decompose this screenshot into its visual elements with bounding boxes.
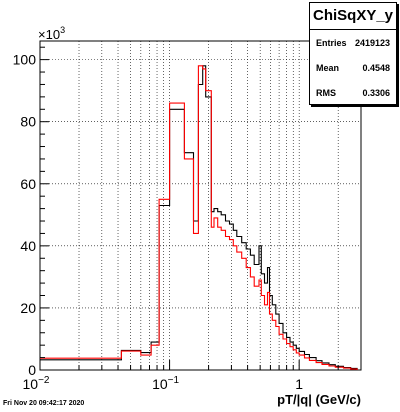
- stats-row-entries: Entries 2419123: [310, 30, 396, 55]
- stats-row-mean: Mean 0.4548: [310, 55, 396, 80]
- stats-row-rms: RMS 0.3306: [310, 80, 396, 105]
- axis-ticks: 0 20 40 60 80 100 10−2 10−1 1: [13, 46, 362, 392]
- y-tick-label: 40: [20, 238, 36, 254]
- y-tick-label: 0: [28, 362, 36, 378]
- stats-value: 2419123: [354, 38, 390, 48]
- stats-title: ChiSqXY_y: [310, 3, 396, 30]
- histogram-series: [40, 65, 358, 370]
- x-tick-label: 10−1: [152, 375, 179, 392]
- stats-value: 0.3306: [362, 88, 390, 98]
- stats-key: Entries: [316, 38, 347, 48]
- x-axis-label: pT/|q| (GeV/c): [277, 392, 361, 407]
- stats-box: ChiSqXY_y Entries 2419123 Mean 0.4548 RM…: [309, 2, 397, 105]
- y-tick-label: 20: [20, 300, 36, 316]
- y-multiplier-label: ×103: [38, 25, 65, 42]
- grid-lines: [39, 41, 362, 370]
- y-tick-label: 60: [20, 176, 36, 192]
- timestamp-footer: Fri Nov 20 09:42:17 2020: [3, 400, 85, 407]
- stats-value: 0.4548: [362, 63, 390, 73]
- x-tick-label: 1: [295, 376, 303, 392]
- histogram-line-red: [40, 65, 358, 370]
- y-tick-label: 80: [20, 114, 36, 130]
- stats-key: Mean: [316, 63, 340, 73]
- x-tick-label: 10−2: [23, 375, 50, 392]
- plot-frame: [39, 40, 362, 371]
- stats-key: RMS: [316, 88, 336, 98]
- y-tick-label: 100: [13, 52, 37, 68]
